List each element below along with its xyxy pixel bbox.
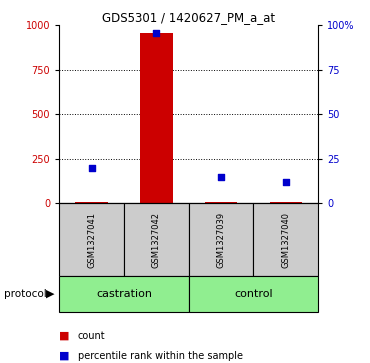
Text: castration: castration bbox=[96, 289, 152, 299]
Bar bbox=[59, 276, 189, 312]
Bar bbox=[270, 202, 302, 203]
Bar bbox=[189, 276, 318, 312]
Point bbox=[218, 174, 224, 180]
Point bbox=[283, 179, 289, 185]
Text: control: control bbox=[234, 289, 273, 299]
Title: GDS5301 / 1420627_PM_a_at: GDS5301 / 1420627_PM_a_at bbox=[102, 11, 275, 24]
Point bbox=[154, 30, 159, 36]
Text: GSM1327041: GSM1327041 bbox=[87, 212, 96, 268]
Point bbox=[89, 165, 95, 171]
Text: ■: ■ bbox=[59, 351, 70, 361]
Text: GSM1327039: GSM1327039 bbox=[216, 212, 226, 268]
Bar bbox=[124, 203, 189, 276]
Bar bbox=[75, 202, 108, 203]
Text: count: count bbox=[78, 331, 105, 341]
Text: percentile rank within the sample: percentile rank within the sample bbox=[78, 351, 243, 361]
Text: protocol: protocol bbox=[4, 289, 47, 299]
Bar bbox=[189, 203, 253, 276]
Bar bbox=[140, 33, 172, 203]
Text: GSM1327042: GSM1327042 bbox=[152, 212, 161, 268]
Bar bbox=[253, 203, 318, 276]
Bar bbox=[59, 203, 124, 276]
Bar bbox=[205, 202, 237, 203]
Text: GSM1327040: GSM1327040 bbox=[281, 212, 290, 268]
Text: ▶: ▶ bbox=[46, 289, 54, 299]
Text: ■: ■ bbox=[59, 331, 70, 341]
